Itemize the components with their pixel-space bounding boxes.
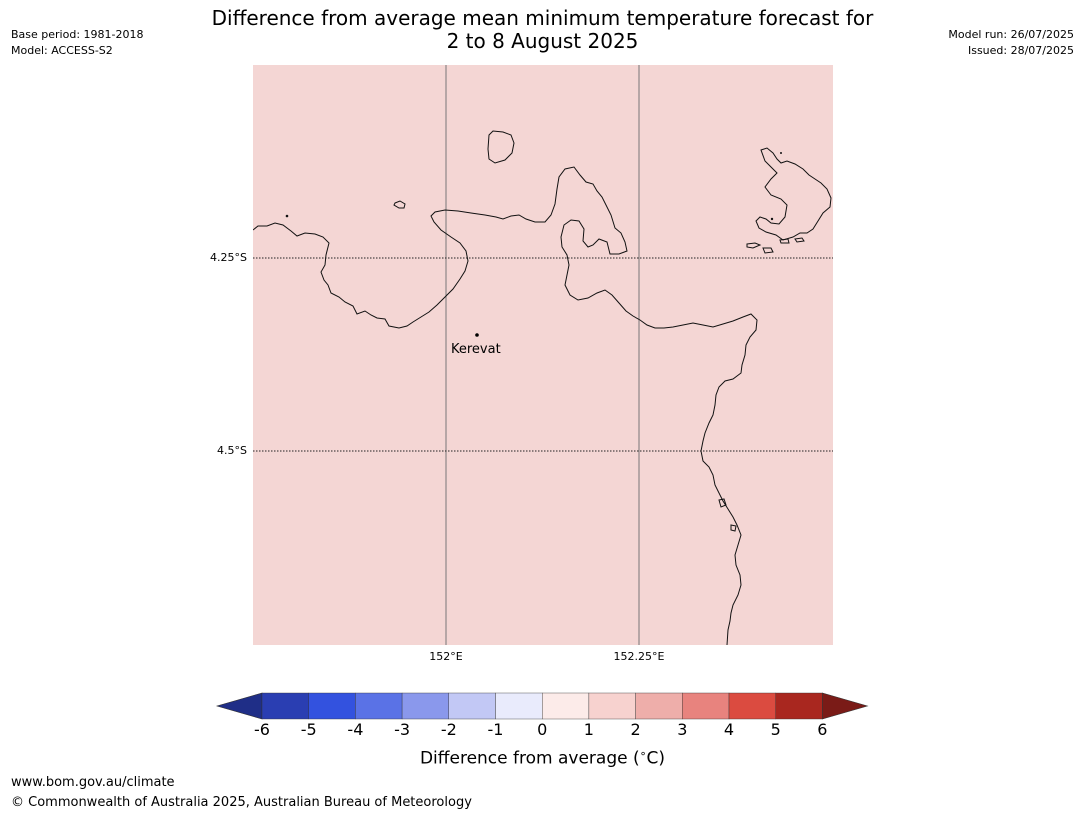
colorbar-tick-label: -6 [254,720,270,739]
coast-inlet-east-2 [730,524,737,532]
colorbar-segment [542,692,590,720]
lon-label-152-25: 152.25°E [613,650,665,663]
colorbar-tick-label: -3 [394,720,411,739]
islet-3 [780,152,782,154]
colorbar-tick-label: 0 [537,720,548,739]
island-east-small-4 [794,237,805,243]
colorbar-tick-label: 5 [770,720,781,739]
header-left: Base period: 1981-2018 Model: ACCESS-S2 [11,27,143,59]
colorbar-segment [635,692,683,720]
colorbar-tick-label: -2 [440,720,457,739]
model-name: Model: ACCESS-S2 [11,44,113,57]
base-period: Base period: 1981-2018 [11,28,144,41]
colorbar-segment [448,692,496,720]
kerevat-marker [475,333,479,337]
islet-1 [285,214,289,218]
islet-2 [770,217,774,221]
colorbar-segment [495,692,543,720]
title-line2: 2 to 8 August 2025 [446,29,639,53]
colorbar-segment [588,692,636,720]
colorbar-extend-high [822,692,869,720]
coast-inlet-east-1 [718,498,727,508]
colorbar-segment [355,692,403,720]
colorbar-tick-label: 4 [723,720,735,739]
island-north-1 [487,130,515,164]
colorbar-title: Difference from average (∘C) [0,747,1085,769]
island-northwest-small [393,200,406,209]
colorbar-tick-label: 2 [630,720,641,739]
colorbar-segment [682,692,730,720]
colorbar-tick-label: 1 [583,720,594,739]
map-svg [253,65,833,645]
map-panel [253,65,833,645]
title-line1: Difference from average mean minimum tem… [211,6,874,30]
island-east-small-2 [762,247,774,254]
place-label-kerevat: Kerevat [451,342,501,357]
colorbar-segment [775,692,823,720]
lat-label-4-25: 4.25°S [210,251,247,264]
model-run: Model run: 26/07/2025 [948,28,1074,41]
footer-url[interactable]: www.bom.gov.au/climate [11,775,175,790]
colorbar-tick-label: -5 [300,720,317,739]
footer-copyright: © Commonwealth of Australia 2025, Austra… [11,795,472,810]
island-east-small-3 [779,238,790,244]
degree-symbol: ∘ [639,747,647,760]
colorbar-segment [261,692,309,720]
colorbar-label: Difference from average ( [419,748,640,769]
colorbar-tick-label: 6 [817,720,828,739]
colorbar-tick-label: -4 [347,720,364,739]
lon-label-152: 152°E [429,650,463,663]
colorbar-segment [308,692,356,720]
colorbar-segment [728,692,776,720]
lat-label-4-5: 4.5°S [217,444,247,457]
issued-date: Issued: 28/07/2025 [967,44,1074,57]
island-east-small-1 [746,242,762,249]
colorbar [215,692,869,720]
map-title: Difference from average mean minimum tem… [0,7,1085,53]
colorbar-tick-label: -1 [487,720,504,739]
island-northeast-group [755,147,832,241]
colorbar-tick-label: 3 [677,720,688,739]
header-right: Model run: 26/07/2025 Issued: 28/07/2025 [948,27,1074,59]
colorbar-unit: C) [646,748,666,769]
colorbar-extend-low [215,692,263,720]
coastline-west [253,166,758,645]
colorbar-segment [401,692,450,720]
